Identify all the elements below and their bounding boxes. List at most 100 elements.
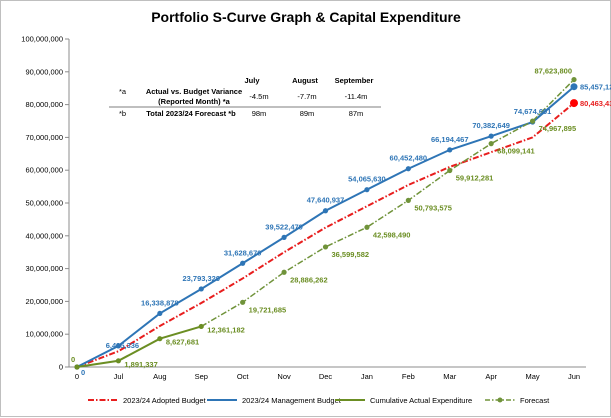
y-tick-labels: 0 10,000,000 20,000,000 30,000,000 40,000,00… xyxy=(21,35,69,372)
x-tick-label: Aug xyxy=(153,372,166,381)
y-tick-label: 100,000,000 xyxy=(21,35,63,44)
data-point xyxy=(74,364,80,370)
legend-marker xyxy=(497,397,503,403)
data-point xyxy=(322,244,329,250)
data-label: 74,674,691 xyxy=(514,107,552,116)
table-row-label: Actual vs. Budget Variance xyxy=(146,87,242,96)
y-tick-label: 30,000,000 xyxy=(25,264,63,273)
data-point xyxy=(281,234,287,240)
data-point xyxy=(240,260,246,266)
x-tick-label: Jul xyxy=(114,372,124,381)
y-tick-label: 50,000,000 xyxy=(25,199,63,208)
x-tick-label: Feb xyxy=(402,372,415,381)
chart-title: Portfolio S-Curve Graph & Capital Expend… xyxy=(151,9,461,25)
y-tick-label: 80,000,000 xyxy=(25,100,63,109)
data-point xyxy=(447,167,453,174)
data-label: 66,194,467 xyxy=(431,135,469,144)
y-tick-label: 70,000,000 xyxy=(25,133,63,142)
legend: 2023/24 Adopted Budget 2023/24 Managemen… xyxy=(88,396,550,405)
series-line-3 xyxy=(200,79,575,328)
data-label: 85,457,128 xyxy=(580,83,611,92)
table-cell: -7.7m xyxy=(297,92,316,101)
x-tick-label: Nov xyxy=(277,372,291,381)
legend-label: 2023/24 Adopted Budget xyxy=(123,396,206,405)
data-label: 54,065,630 xyxy=(348,175,386,184)
data-label: 68,099,141 xyxy=(497,147,535,156)
data-label: 36,599,582 xyxy=(332,250,370,259)
table-cell: -11.4m xyxy=(345,92,368,101)
data-point xyxy=(405,197,411,203)
data-point xyxy=(115,358,122,364)
legend-item-adopted-budget: 2023/24 Adopted Budget xyxy=(88,396,206,405)
data-label: 31,628,679 xyxy=(224,248,262,257)
data-point xyxy=(570,83,578,91)
data-label: 59,912,281 xyxy=(456,173,494,182)
data-label: 28,886,262 xyxy=(290,275,328,284)
data-label: 80,463,438 xyxy=(580,99,611,108)
series-data-labels: 80,463,438 0 6,435,336 16,338,878 23,793,329… xyxy=(71,67,611,377)
data-point xyxy=(571,76,577,83)
table-col-header: September xyxy=(335,76,374,85)
y-tick-label: 90,000,000 xyxy=(25,67,63,76)
data-label: 19,721,685 xyxy=(249,305,287,314)
data-point xyxy=(157,310,163,317)
data-point xyxy=(198,286,204,292)
table-cell: -4.5m xyxy=(249,92,268,101)
series-markers xyxy=(74,76,578,370)
data-point xyxy=(198,323,204,330)
y-tick-label: 10,000,000 xyxy=(25,330,63,339)
data-label: 74,967,895 xyxy=(539,124,577,133)
data-label: 60,452,480 xyxy=(390,154,428,163)
legend-item-forecast: Forecast xyxy=(485,396,550,405)
legend-label: 2023/24 Management Budget xyxy=(242,396,342,405)
data-label: 0 xyxy=(71,355,75,364)
data-label: 1,891,337 xyxy=(124,360,157,369)
x-tick-label: Apr xyxy=(485,372,497,381)
table-row-marker: *b xyxy=(119,109,126,118)
y-tick-label: 60,000,000 xyxy=(25,166,63,175)
legend-label: Cumulative Actual Expenditure xyxy=(370,396,472,405)
table-row-label: Total 2023/24 Forecast *b xyxy=(146,109,236,118)
table-col-header: July xyxy=(244,76,260,85)
data-label: 42,598,490 xyxy=(373,230,411,239)
table-cell: 89m xyxy=(300,109,315,118)
data-label: 8,627,681 xyxy=(166,338,199,347)
y-tick-label: 0 xyxy=(59,363,63,372)
y-tick-label: 20,000,000 xyxy=(25,297,63,306)
data-point xyxy=(157,336,163,342)
legend-item-cumulative-actual: Cumulative Actual Expenditure xyxy=(335,396,472,405)
data-label: 0 xyxy=(81,368,85,377)
data-point xyxy=(115,343,122,349)
data-point xyxy=(570,99,578,108)
data-point xyxy=(281,269,287,275)
data-point xyxy=(447,147,453,153)
table-row-label: (Reported Month) *a xyxy=(158,97,230,106)
x-tick-label: Jun xyxy=(568,372,580,381)
x-tick-label: Mar xyxy=(443,372,456,381)
table-cell: 87m xyxy=(349,109,364,118)
table-col-header: August xyxy=(292,76,318,85)
data-point xyxy=(364,187,370,193)
data-label: 6,435,336 xyxy=(106,341,139,350)
variance-table: July August September *a Actual vs. Budg… xyxy=(109,76,381,118)
data-label: 70,382,649 xyxy=(472,121,510,130)
data-label: 87,623,800 xyxy=(534,67,572,76)
x-tick-labels: 0 Jul Aug Sep Oct Nov Dec Jan Feb Mar Apr May Jun xyxy=(75,372,580,381)
data-label: 39,522,479 xyxy=(265,222,303,231)
legend-label: Forecast xyxy=(520,396,550,405)
x-tick-label: May xyxy=(525,372,539,381)
y-tick-label: 40,000,000 xyxy=(25,231,63,240)
data-point xyxy=(240,299,246,305)
series-line-2 xyxy=(76,325,202,368)
x-tick-label: Sep xyxy=(195,372,208,381)
x-tick-label: Jan xyxy=(361,372,373,381)
data-point xyxy=(405,166,411,172)
data-point xyxy=(529,118,536,124)
x-tick-label: 0 xyxy=(75,372,79,381)
data-label: 16,338,878 xyxy=(141,298,179,307)
data-point xyxy=(322,208,329,214)
x-tick-label: Dec xyxy=(319,372,333,381)
x-tick-label: Oct xyxy=(237,372,250,381)
